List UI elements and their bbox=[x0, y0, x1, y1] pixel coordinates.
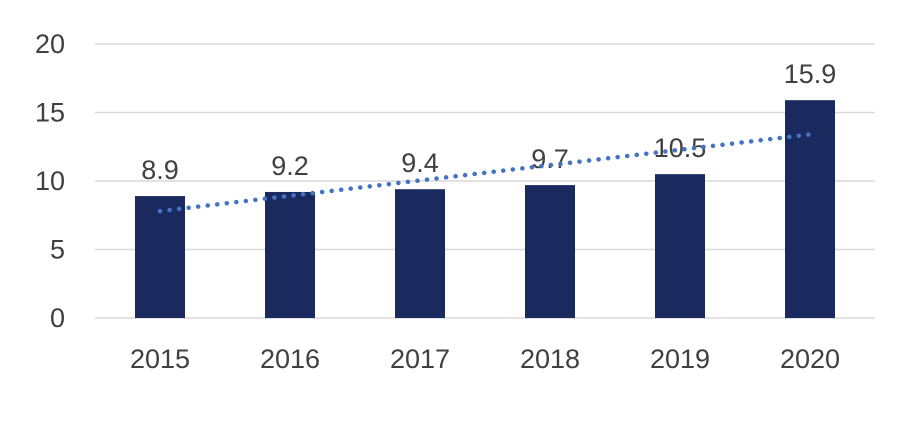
y-axis-tick-label: 15 bbox=[35, 98, 65, 128]
data-label-2018: 9.7 bbox=[531, 144, 569, 174]
x-axis-tick-label-2017: 2017 bbox=[390, 344, 450, 374]
y-axis-tick-label: 20 bbox=[35, 29, 65, 59]
data-label-2020: 15.9 bbox=[784, 59, 837, 89]
bar-2017 bbox=[395, 189, 445, 318]
y-axis-tick-label: 0 bbox=[50, 303, 65, 333]
x-axis-tick-label-2018: 2018 bbox=[520, 344, 580, 374]
bar-2018 bbox=[525, 185, 575, 318]
data-label-2017: 9.4 bbox=[401, 148, 439, 178]
data-label-2016: 9.2 bbox=[271, 151, 309, 181]
y-axis-tick-label: 5 bbox=[50, 235, 65, 265]
x-axis-tick-label-2020: 2020 bbox=[780, 344, 840, 374]
bar-2020 bbox=[785, 100, 835, 318]
bar-2015 bbox=[135, 196, 185, 318]
x-axis-tick-label-2016: 2016 bbox=[260, 344, 320, 374]
bar-2019 bbox=[655, 174, 705, 318]
data-label-2019: 10.5 bbox=[654, 133, 707, 163]
x-axis-tick-label-2015: 2015 bbox=[130, 344, 190, 374]
x-axis-tick-label-2019: 2019 bbox=[650, 344, 710, 374]
trendline bbox=[157, 132, 813, 214]
data-label-2015: 8.9 bbox=[141, 155, 179, 185]
y-axis-tick-label: 10 bbox=[35, 166, 65, 196]
bar-2016 bbox=[265, 191, 315, 318]
